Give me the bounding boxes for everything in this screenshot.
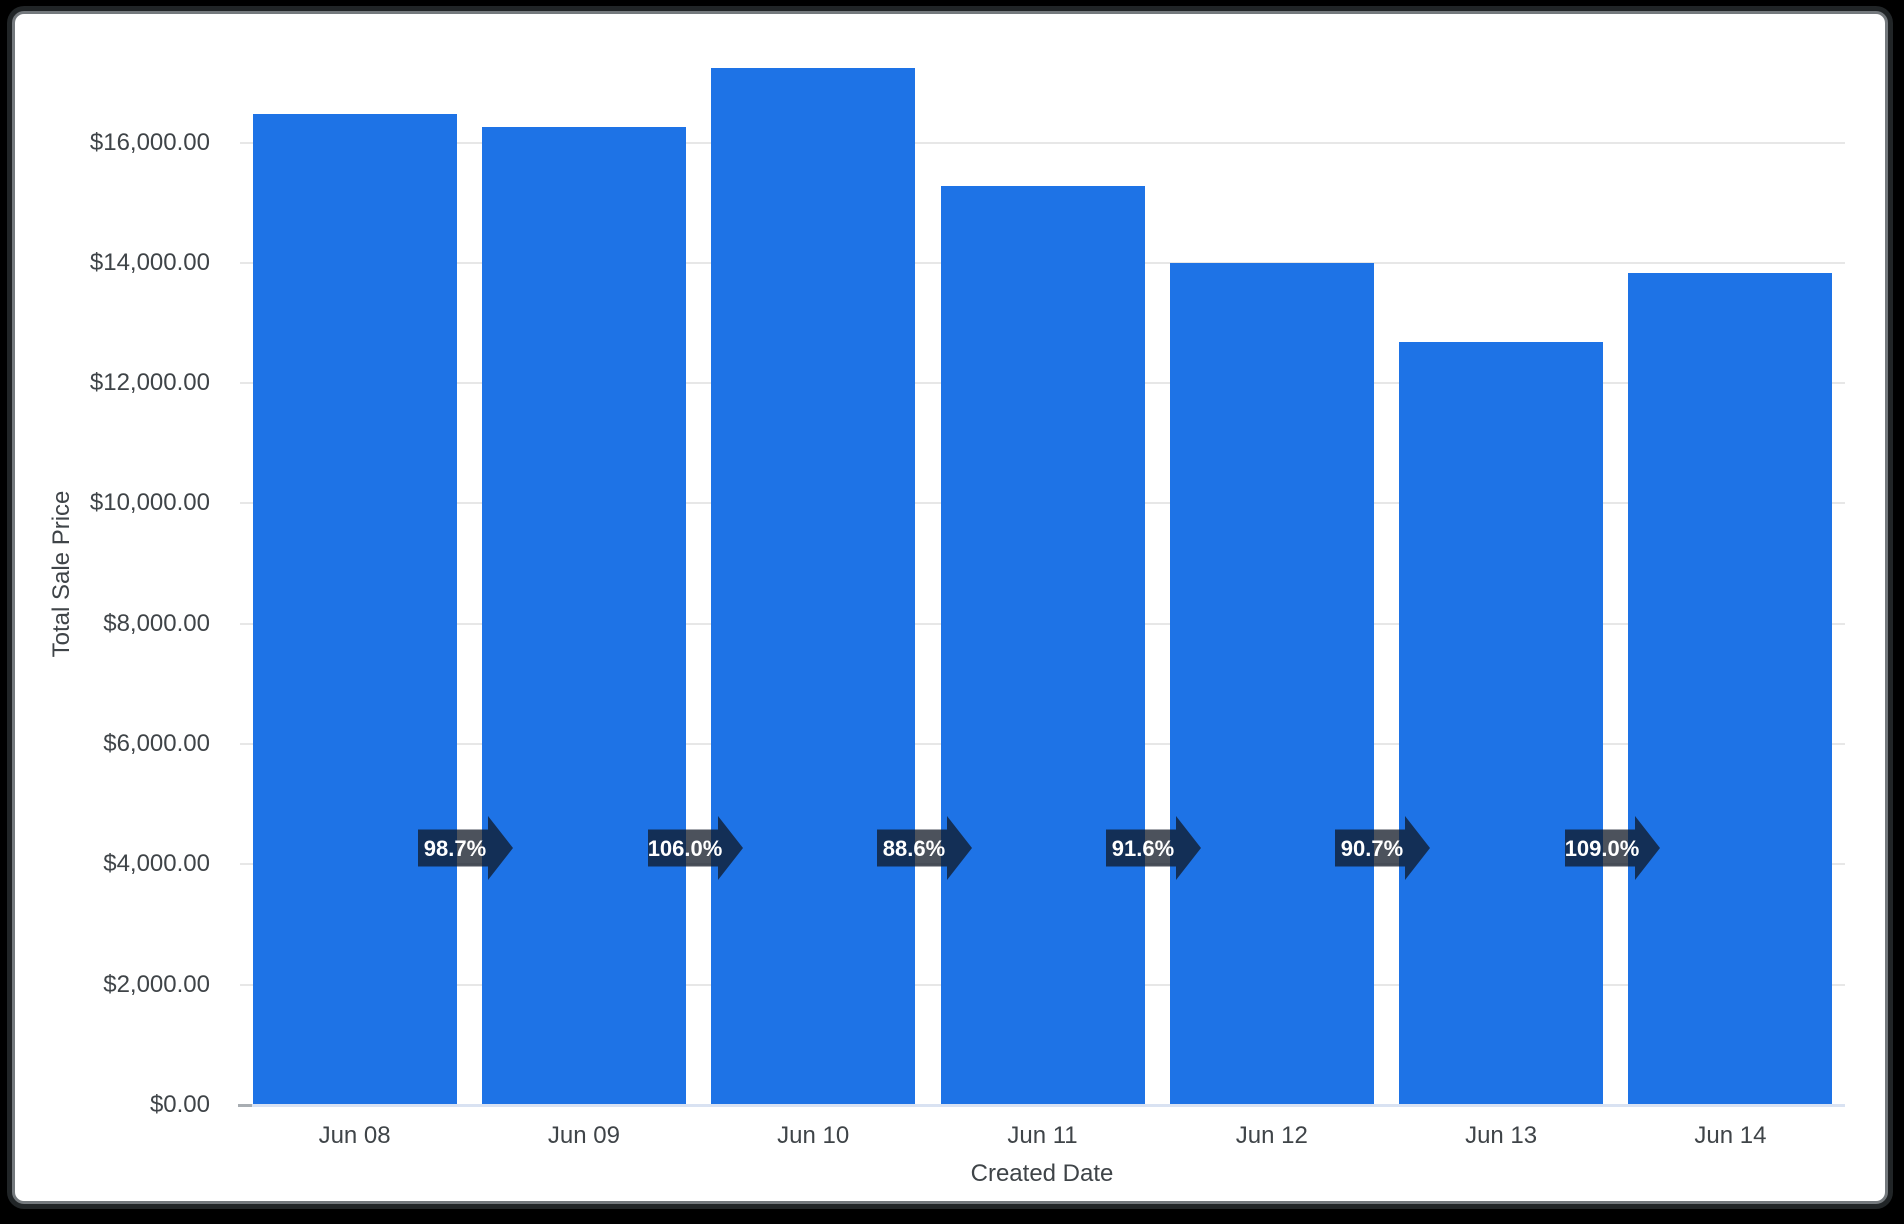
bar-jun-09[interactable] bbox=[481, 126, 686, 1105]
percent-change-label: 90.7% bbox=[1341, 836, 1403, 861]
gridline bbox=[240, 141, 1845, 144]
arrow-right-icon: 90.7% bbox=[1335, 816, 1431, 880]
percent-change-arrow: 90.7% bbox=[1335, 816, 1431, 880]
y-axis-tick-label: $10,000.00 bbox=[89, 489, 210, 517]
percent-change-arrow: 91.6% bbox=[1106, 816, 1202, 880]
x-axis-tick-label: Jun 12 bbox=[1235, 1122, 1308, 1149]
arrow-right-icon: 106.0% bbox=[647, 816, 743, 880]
x-axis-tick-label: Jun 10 bbox=[777, 1122, 850, 1149]
bar-jun-13[interactable] bbox=[1399, 341, 1604, 1105]
bar-jun-08[interactable] bbox=[252, 113, 457, 1105]
x-axis-tick-label: Jun 09 bbox=[547, 1122, 620, 1149]
percent-change-arrow: 88.6% bbox=[876, 816, 972, 880]
y-axis-tick-label: $8,000.00 bbox=[103, 609, 210, 637]
percent-change-label: 106.0% bbox=[648, 836, 722, 861]
percent-change-label: 91.6% bbox=[1112, 836, 1174, 861]
y-axis-tick-label: $12,000.00 bbox=[89, 369, 210, 397]
percent-change-arrow: 106.0% bbox=[647, 816, 743, 880]
arrow-right-icon: 91.6% bbox=[1106, 816, 1202, 880]
arrow-right-icon: 88.6% bbox=[876, 816, 972, 880]
bar-jun-14[interactable] bbox=[1628, 272, 1833, 1105]
x-axis-tick-label: Jun 08 bbox=[318, 1122, 391, 1149]
x-axis-tick-label: Jun 11 bbox=[1007, 1122, 1078, 1149]
bar-jun-12[interactable] bbox=[1169, 263, 1374, 1105]
percent-change-arrow: 98.7% bbox=[418, 816, 514, 880]
y-axis-tick-label: $6,000.00 bbox=[103, 730, 210, 758]
arrow-right-icon: 98.7% bbox=[418, 816, 514, 880]
percent-change-label: 88.6% bbox=[883, 836, 945, 861]
percent-change-label: 109.0% bbox=[1565, 836, 1639, 861]
x-axis-tick-label: Jun 13 bbox=[1465, 1122, 1538, 1149]
y-axis-tick-label: $4,000.00 bbox=[103, 850, 210, 878]
bar-jun-10[interactable] bbox=[711, 67, 916, 1105]
percent-change-label: 98.7% bbox=[424, 836, 486, 861]
percent-change-arrow: 109.0% bbox=[1564, 816, 1660, 880]
y-axis-tick-label: $14,000.00 bbox=[89, 248, 210, 276]
x-axis-line-stub bbox=[238, 1104, 252, 1107]
bar-jun-11[interactable] bbox=[940, 186, 1145, 1105]
y-axis-tick-label: $0.00 bbox=[149, 1091, 210, 1118]
x-axis-line bbox=[240, 1104, 1845, 1107]
x-axis-title: Created Date bbox=[970, 1160, 1114, 1187]
x-axis-tick-label: Jun 14 bbox=[1694, 1122, 1767, 1149]
arrow-right-icon: 109.0% bbox=[1564, 816, 1660, 880]
y-axis-tick-label: $16,000.00 bbox=[89, 128, 210, 156]
y-axis-tick-label: $2,000.00 bbox=[103, 970, 210, 998]
